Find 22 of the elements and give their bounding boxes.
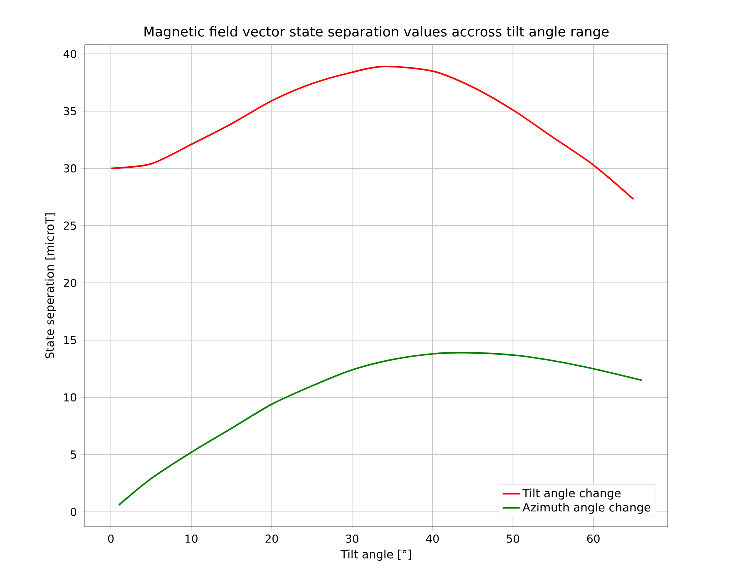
x-axis-title: Tilt angle [°]: [340, 550, 412, 561]
y-tick-label: 10: [64, 393, 76, 402]
y-axis-title: State seperation [microT]: [45, 214, 56, 359]
line-series: [110, 66, 635, 200]
x-tick-label: 0: [108, 534, 114, 544]
y-tick-label: 30: [64, 164, 76, 173]
y-tick-label: 15: [64, 336, 76, 344]
x-tick-label: 20: [266, 534, 278, 544]
legend-label: Tilt angle change: [522, 488, 621, 500]
y-tick-label: 25: [64, 222, 76, 230]
x-tick-label: 10: [186, 534, 198, 544]
x-tick-label: 60: [587, 534, 600, 544]
y-tick-label: 5: [71, 450, 76, 459]
x-tick-label: 30: [346, 534, 359, 544]
y-tick-label: 40: [64, 50, 76, 58]
y-tick-label: 0: [70, 508, 76, 516]
y-tick-label: 20: [64, 279, 76, 288]
chart-title: Magnetic field vector state separation values accross tilt angle range: [144, 26, 609, 40]
y-tick-label: 35: [64, 107, 76, 116]
x-tick-label: 40: [426, 534, 440, 544]
x-tick-label: 50: [507, 534, 520, 544]
legend-label: Azimuth angle change: [522, 502, 651, 514]
